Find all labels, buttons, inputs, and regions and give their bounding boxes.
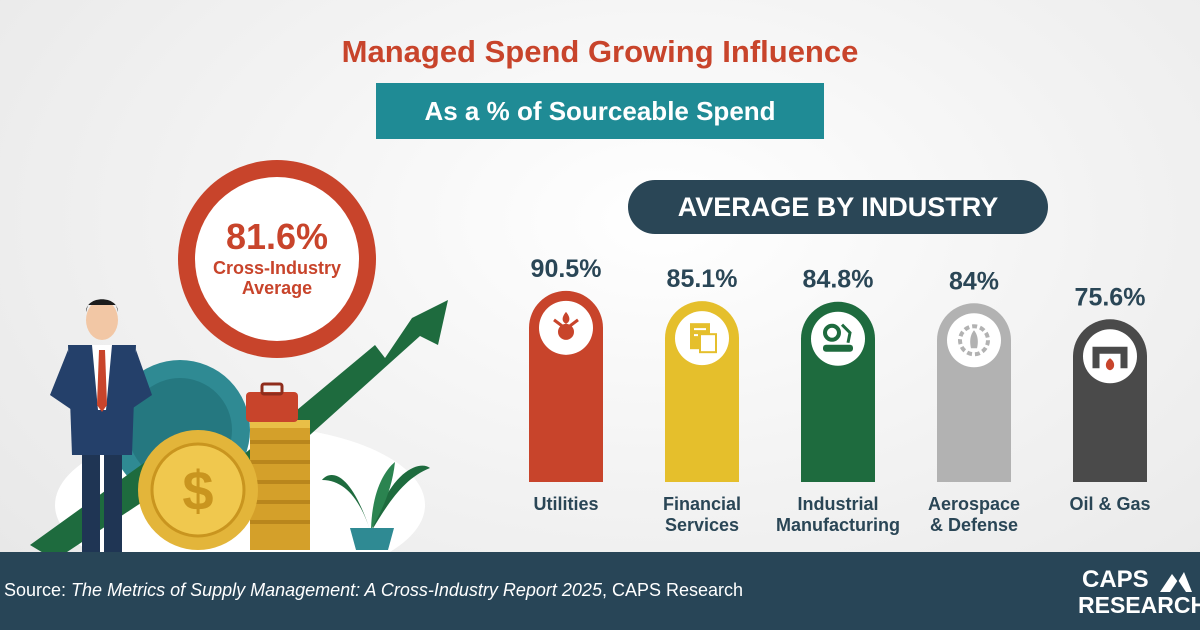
- bar-category-label: Oil & Gas: [1069, 494, 1150, 514]
- industry-panel-heading: AVERAGE BY INDUSTRY: [628, 180, 1048, 234]
- bar-category-label: Financial: [663, 494, 741, 514]
- mountain-logo-icon: [1160, 572, 1192, 592]
- utilities-icon: [553, 311, 579, 340]
- svg-text:$: $: [182, 459, 213, 522]
- source-citation: Source: The Metrics of Supply Management…: [4, 580, 743, 601]
- bar-category-label: Industrial: [797, 494, 878, 514]
- bar-group: 84% Aerospace& Defense: [928, 267, 1020, 535]
- bar-category-label: Aerospace: [928, 494, 1020, 514]
- logo-research-text: RESEARCH: [1078, 592, 1200, 618]
- logo-caps-text: CAPS: [1082, 566, 1149, 593]
- source-title: The Metrics of Supply Management: A Cros…: [71, 580, 602, 600]
- rocket-gear-icon: [958, 324, 990, 357]
- bar-category-label: Services: [665, 515, 739, 535]
- chart-title: Managed Spend Growing Influence: [341, 34, 859, 69]
- cross-industry-average-value: 81.6%: [225, 216, 329, 258]
- financial-documents-icon: [690, 323, 717, 354]
- caps-research-logo: CAPS RESEARCH: [1078, 566, 1200, 624]
- bar-value-label: 84%: [949, 267, 999, 295]
- growth-arrow: [30, 300, 448, 552]
- bar-category-label: Utilities: [533, 494, 598, 514]
- source-prefix: Source:: [4, 580, 72, 600]
- bar-value-label: 75.6%: [1075, 283, 1146, 311]
- cross-industry-average-badge: 81.6% Cross-Industry Average: [178, 160, 376, 358]
- bar-value-label: 85.1%: [667, 265, 738, 293]
- oil-pipeline-icon: [1092, 346, 1128, 371]
- bar-group: 75.6% Oil & Gas: [1069, 283, 1150, 514]
- dollar-coin-icon: $: [138, 430, 258, 550]
- bar-group: 90.5% Utilities: [529, 255, 603, 514]
- briefcase-icon: [246, 382, 298, 422]
- bar-category-label: Manufacturing: [776, 515, 900, 535]
- businessman-growth-illustration: $: [30, 299, 448, 552]
- bar-category-label: & Defense: [930, 515, 1018, 535]
- coin-stack: [250, 420, 310, 550]
- bar-value-label: 84.8%: [803, 266, 874, 294]
- source-suffix: , CAPS Research: [601, 580, 744, 600]
- bar-value-label: 90.5%: [531, 255, 602, 283]
- potted-plant-icon: [322, 462, 430, 550]
- bar-icon-badge: [1083, 329, 1137, 384]
- chart-subtitle: As a % of Sourceable Spend: [376, 83, 824, 139]
- businessman-figure: [50, 299, 152, 552]
- factory-conveyor-icon: [823, 323, 853, 352]
- cross-industry-average-label: Cross-Industry Average: [212, 258, 342, 298]
- footer-bar: Source: The Metrics of Supply Management…: [0, 552, 1200, 630]
